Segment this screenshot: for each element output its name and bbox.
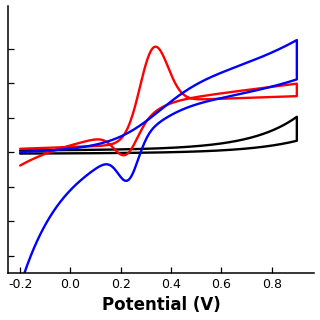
X-axis label: Potential (V): Potential (V) xyxy=(102,296,220,315)
